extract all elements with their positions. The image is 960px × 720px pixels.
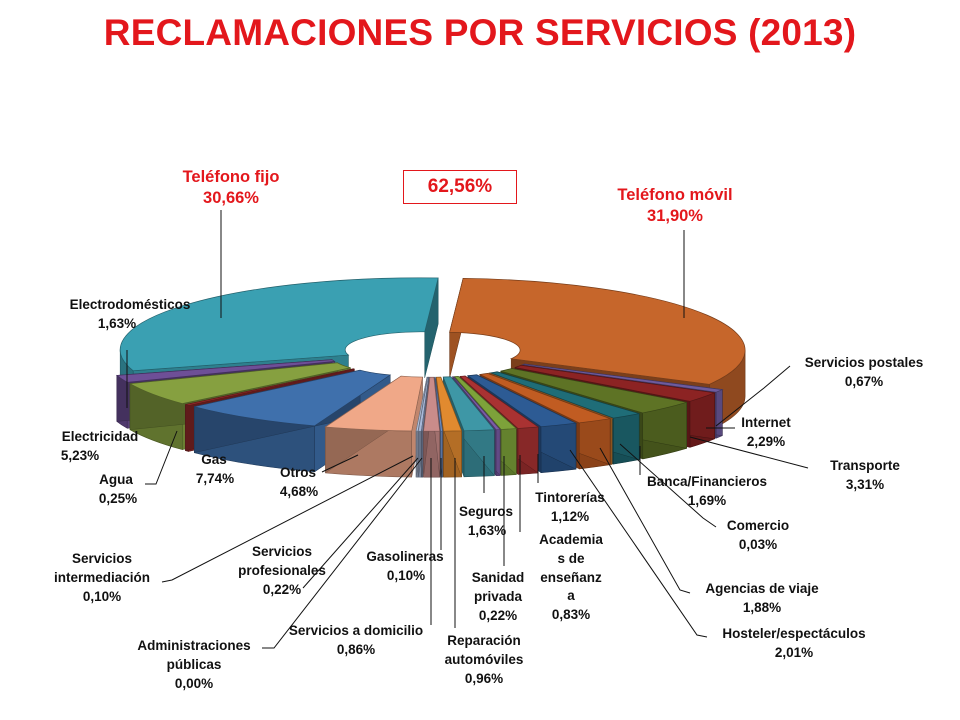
pie-slices (115, 277, 746, 478)
label-reparacion-2: automóviles (445, 652, 524, 667)
label-telefono-movil-pct: 31,90% (647, 207, 703, 225)
leader-administraciones (262, 457, 423, 649)
slice-top (194, 369, 392, 427)
slice-top (449, 277, 746, 385)
label-academias-4: a (567, 588, 575, 603)
label-academias-3: enseñanz (540, 570, 602, 585)
slice-top (434, 376, 443, 432)
leader-comercio (619, 443, 717, 528)
slice-top (514, 364, 716, 402)
label-telefono-fijo: Teléfono fijo (183, 168, 280, 186)
leader-serv-intermediacion (161, 455, 414, 583)
leader-serv-postales (715, 365, 791, 427)
label-serv-profesionales-2: profesionales (238, 563, 326, 578)
label-serv-domicilio: Servicios a domicilio (289, 623, 423, 638)
label-serv-profesionales-pct: 0,22% (263, 582, 301, 597)
label-transporte: Transporte (830, 458, 900, 473)
label-seguros-pct: 1,63% (468, 523, 506, 538)
slice-top (500, 368, 687, 414)
slice-top (487, 372, 614, 419)
leader-otros (321, 454, 359, 473)
label-internet: Internet (741, 415, 791, 430)
slice-top (185, 368, 355, 406)
label-seguros: Seguros (459, 504, 513, 519)
label-tintorerias-pct: 1,12% (551, 509, 589, 524)
slice-top (442, 376, 496, 432)
label-academias-1: Academia (539, 532, 603, 547)
label-agua-pct: 0,25% (99, 491, 137, 506)
label-administraciones-pct: 0,00% (175, 676, 213, 691)
label-tintorerias: Tintorerías (535, 490, 605, 505)
label-sanidad-1: Sanidad (472, 570, 525, 585)
slice-top (128, 362, 351, 404)
label-serv-postales-pct: 0,67% (845, 374, 883, 389)
label-serv-profesionales-1: Servicios (252, 544, 312, 559)
slice-servicios-a-domicilio (423, 376, 441, 478)
label-sanidad-pct: 0,22% (479, 608, 517, 623)
slice-top (423, 376, 441, 432)
label-gas: Gas (201, 452, 227, 467)
label-telefono-movil: Teléfono móvil (617, 186, 732, 204)
label-sanidad-2: privada (474, 589, 523, 604)
label-academias-2: s de (557, 551, 585, 566)
leader-agua (145, 430, 178, 485)
label-comercio: Comercio (727, 518, 789, 533)
slice-top (324, 375, 423, 432)
leader-lines (126, 210, 809, 649)
label-serv-postales: Servicios postales (805, 355, 924, 370)
slice-top (421, 376, 430, 432)
slice-otros (324, 375, 423, 478)
label-academias-pct: 0,83% (552, 607, 590, 622)
label-comercio-pct: 0,03% (739, 537, 777, 552)
label-serv-intermediacion-pct: 0,10% (83, 589, 121, 604)
slice-top (115, 359, 336, 383)
label-otros-pct: 4,68% (280, 484, 318, 499)
label-electrodomesticos-pct: 1,63% (98, 316, 136, 331)
label-internet-pct: 2,29% (747, 434, 785, 449)
label-serv-intermediacion-2: intermediación (54, 570, 150, 585)
slice-top (451, 376, 501, 431)
label-serv-domicilio-pct: 0,86% (337, 642, 375, 657)
label-administraciones-2: públicas (167, 657, 222, 672)
leader-hosteler (569, 449, 708, 638)
slice-top (453, 376, 518, 430)
label-telefono-fijo-pct: 30,66% (203, 189, 259, 207)
label-administraciones-1: Administraciones (137, 638, 250, 653)
chart-title: RECLAMACIONES POR SERVICIOS (2013) (103, 12, 857, 53)
label-gasolineras-pct: 0,10% (387, 568, 425, 583)
combined-percentage-box: 62,56% (403, 170, 517, 204)
slice-top (119, 277, 439, 372)
label-reparacion-pct: 0,96% (465, 671, 503, 686)
label-otros: Otros (280, 465, 316, 480)
leader-transporte (689, 436, 809, 469)
label-hosteler-pct: 2,01% (775, 645, 813, 660)
slice-labels: Teléfono fijo 30,66% Teléfono móvil 31,9… (54, 168, 923, 691)
slice-top (415, 376, 428, 432)
label-gasolineras: Gasolineras (366, 549, 443, 564)
leader-agencias (599, 447, 691, 594)
slice-top (489, 371, 640, 419)
label-banca: Banca/Financieros (647, 474, 767, 489)
slice-reparaci-n-autom-viles (435, 376, 463, 478)
label-agua: Agua (99, 472, 133, 487)
label-hosteler: Hosteler/espectáculos (722, 626, 865, 641)
slice-top (435, 376, 463, 432)
label-gas-pct: 7,74% (196, 471, 234, 486)
label-electrodomesticos: Electrodomésticos (70, 297, 191, 312)
label-serv-intermediacion-1: Servicios (72, 551, 132, 566)
slice-top (521, 363, 724, 393)
label-agencias: Agencias de viaje (705, 581, 819, 596)
slice-top (459, 375, 540, 429)
label-banca-pct: 1,69% (688, 493, 726, 508)
label-transporte-pct: 3,31% (846, 477, 884, 492)
slice-top (466, 374, 578, 428)
label-reparacion-1: Reparación (447, 633, 521, 648)
leader-serv-profesionales (302, 457, 419, 589)
label-electricidad-pct: 5,23% (61, 448, 99, 463)
label-agencias-pct: 1,88% (743, 600, 781, 615)
label-electricidad: Electricidad (62, 429, 139, 444)
slice-top (478, 373, 612, 424)
